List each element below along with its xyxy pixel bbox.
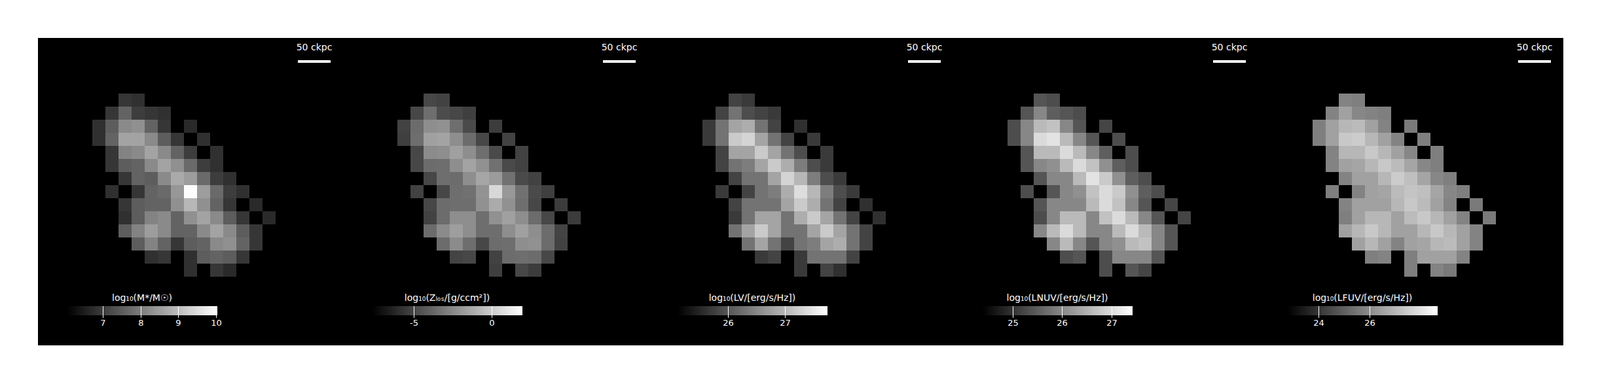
svg-text:26: 26 [1364, 318, 1376, 328]
svg-text:7: 7 [100, 318, 106, 328]
html-text:log₁₀(LNUV/[erg/s/Hz]): log₁₀(LNUV/[erg/s/Hz]) [1006, 292, 1108, 304]
svg-text:-5: -5 [409, 318, 419, 328]
svg-text:27: 27 [779, 318, 791, 328]
html-text:50 ckpc: 50 ckpc [1211, 41, 1248, 53]
svg-text:24: 24 [1313, 318, 1325, 328]
html-text:50 ckpc: 50 ckpc [1516, 41, 1553, 53]
html-text:50 ckpc: 50 ckpc [601, 41, 638, 53]
html-text:log₁₀(Zₗₒₛ/[g/ccm²]): log₁₀(Zₗₒₛ/[g/ccm²]) [404, 292, 490, 304]
svg-text:26: 26 [722, 318, 734, 328]
html-text:50 ckpc: 50 ckpc [906, 41, 943, 53]
svg-text:26: 26 [1056, 318, 1068, 328]
html-text:50 ckpc: 50 ckpc [296, 41, 333, 53]
html-text:log₁₀(M*/M☉): log₁₀(M*/M☉) [111, 292, 173, 304]
svg-text:0: 0 [489, 318, 495, 328]
svg-text:9: 9 [175, 318, 181, 328]
svg-text:27: 27 [1106, 318, 1118, 328]
html-text:log₁₀(LV/[erg/s/Hz]): log₁₀(LV/[erg/s/Hz]) [708, 292, 796, 304]
svg-text:8: 8 [138, 318, 144, 328]
svg-text:10: 10 [210, 318, 222, 328]
svg-text:25: 25 [1007, 318, 1019, 328]
html-text:log₁₀(LFUV/[erg/s/Hz]): log₁₀(LFUV/[erg/s/Hz]) [1312, 292, 1413, 304]
